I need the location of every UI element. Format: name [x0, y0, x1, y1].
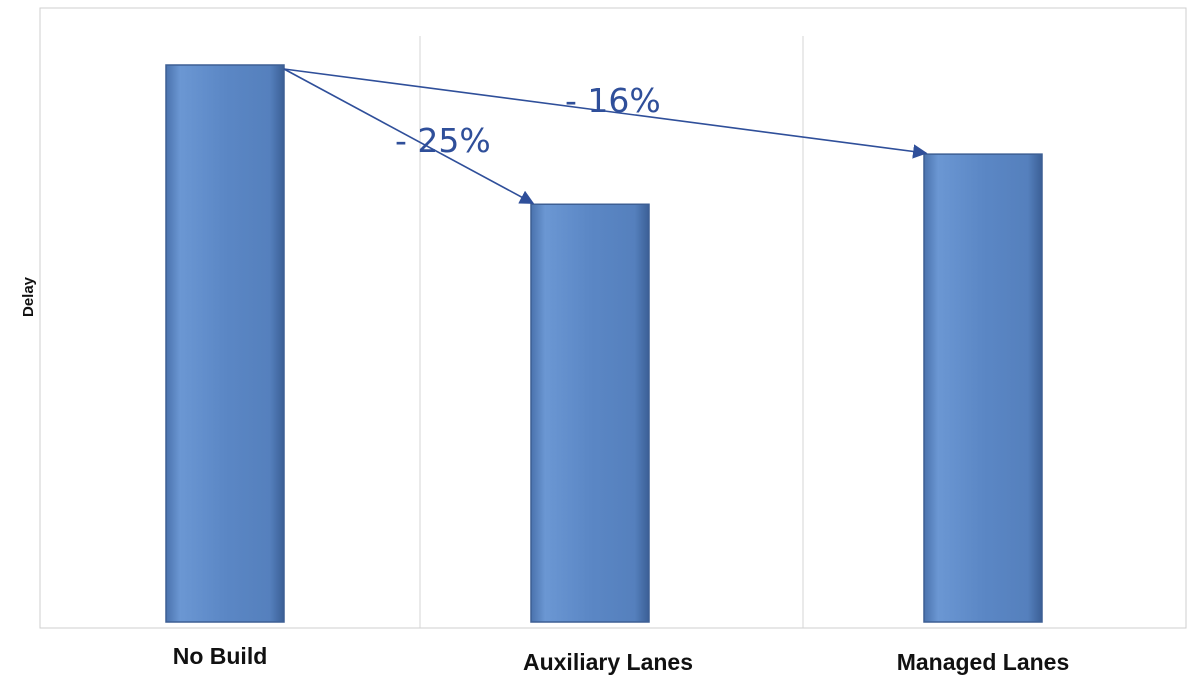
category-label-auxiliary-lanes: Auxiliary Lanes — [523, 649, 693, 675]
y-axis-label: Delay — [20, 276, 37, 317]
category-label-no-build: No Build — [173, 643, 268, 669]
bar-auxiliary-lanes — [530, 203, 650, 623]
arrow-auxiliary-lanes — [283, 68, 535, 204]
bar-no-build — [165, 64, 285, 623]
bar-managed-lanes — [923, 153, 1043, 623]
category-labels: No Build Auxiliary Lanes Managed Lanes — [173, 643, 1070, 675]
category-label-managed-lanes: Managed Lanes — [897, 649, 1070, 675]
category-dividers — [419, 36, 804, 628]
arrow-managed-lanes — [283, 68, 928, 159]
change-label-managed-lanes: - 16% — [565, 81, 661, 120]
change-label-auxiliary-lanes: - 25% — [395, 121, 491, 160]
change-annotations: - 25% - 16% — [283, 68, 928, 204]
bars — [165, 64, 1043, 623]
